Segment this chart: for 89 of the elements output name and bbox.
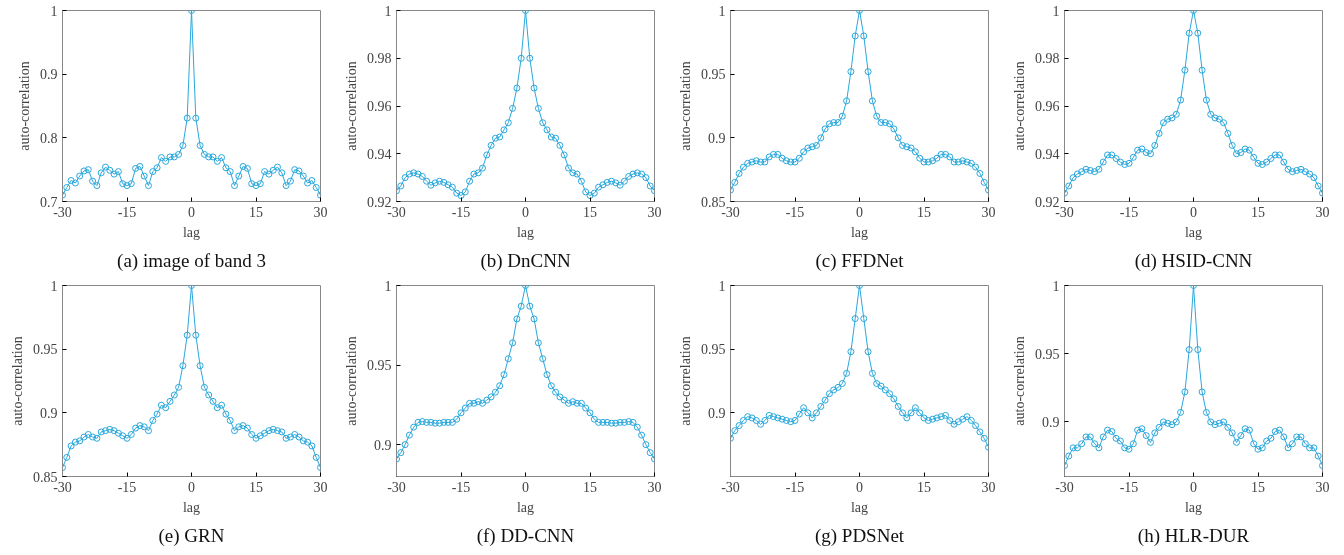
- y-tick-label: 1: [1052, 3, 1060, 19]
- x-tick-label: -15: [1119, 204, 1139, 220]
- x-axis-title: lag: [182, 499, 201, 515]
- x-tick-label: 0: [522, 204, 529, 220]
- text: (g) PDSNet: [814, 524, 905, 547]
- y-tick-label: 0.8: [40, 130, 58, 146]
- x-tick-label: 30: [981, 204, 996, 220]
- y-tick-label: 0.96: [1035, 99, 1060, 114]
- text: (a) image of band 3: [117, 249, 266, 272]
- y-tick-label: 0.9: [40, 405, 58, 421]
- x-tick-label: 15: [917, 204, 931, 220]
- x-tick-label: 30: [1315, 479, 1330, 495]
- x-tick-label: -15: [451, 204, 471, 220]
- y-tick-label: 0.85: [33, 469, 58, 485]
- x-tick-label: 15: [583, 479, 597, 495]
- x-tick-label: 30: [313, 204, 328, 220]
- x-tick-label: 0: [188, 204, 195, 220]
- y-tick-label: 1: [1052, 278, 1060, 294]
- x-tick-label: 30: [647, 204, 662, 220]
- y-tick-label: 0.9: [708, 130, 726, 146]
- y-tick-label: 0.94: [367, 146, 392, 162]
- y-tick-label: 0.96: [367, 99, 392, 114]
- y-tick-label: 1: [384, 3, 392, 19]
- y-tick-label: 0.95: [33, 342, 58, 358]
- x-tick-label: -30: [1055, 479, 1074, 495]
- x-tick-label: 0: [188, 479, 195, 495]
- x-axis-title: lag: [516, 224, 535, 240]
- x-tick-label: 15: [1251, 204, 1265, 220]
- text: (b) DnCNN: [480, 249, 571, 272]
- x-axis-title: lag: [1184, 224, 1203, 240]
- y-axis-title: auto-correlation: [1012, 61, 1027, 151]
- x-axis-title: lag: [1184, 499, 1203, 515]
- x-axis-title: lag: [850, 224, 869, 240]
- x-tick-label: -30: [387, 479, 406, 495]
- x-tick-label: -15: [117, 479, 137, 495]
- y-tick-label: 0.9: [708, 405, 726, 421]
- y-tick-label: 0.92: [367, 194, 392, 210]
- text: (c) FFDNet: [815, 249, 905, 272]
- text: (e) GRN: [158, 524, 225, 547]
- x-tick-label: 0: [522, 479, 529, 495]
- x-tick-label: 0: [856, 204, 863, 220]
- x-tick-label: 0: [1190, 204, 1197, 220]
- y-axis-title: auto-correlation: [678, 336, 693, 426]
- y-tick-label: 1: [384, 278, 392, 294]
- text: (h) HLR-DUR: [1137, 524, 1250, 547]
- x-tick-label: 15: [249, 204, 263, 220]
- y-tick-label: 0.92: [1035, 194, 1060, 210]
- x-tick-label: -15: [785, 479, 805, 495]
- y-axis-title: auto-correlation: [17, 61, 32, 151]
- y-axis-title: auto-correlation: [344, 61, 359, 151]
- x-axis-title: lag: [516, 499, 535, 515]
- y-tick-label: 0.95: [701, 67, 726, 83]
- x-axis-title: lag: [182, 224, 201, 240]
- y-tick-label: 0.85: [701, 194, 726, 210]
- y-tick-label: 0.95: [367, 358, 392, 374]
- x-tick-label: 0: [856, 479, 863, 495]
- x-tick-label: -30: [721, 479, 740, 495]
- y-axis-title: auto-correlation: [678, 61, 693, 151]
- x-tick-label: 30: [647, 479, 662, 495]
- y-tick-label: 1: [50, 278, 58, 294]
- text: (d) HSID-CNN: [1134, 249, 1253, 272]
- y-tick-label: 0.94: [1035, 146, 1060, 162]
- y-tick-label: 0.9: [1042, 414, 1060, 430]
- y-tick-label: 0.9: [40, 67, 58, 83]
- y-tick-label: 1: [718, 3, 726, 19]
- y-axis-title: auto-correlation: [10, 336, 25, 426]
- x-tick-label: 30: [313, 479, 328, 495]
- y-axis-title: auto-correlation: [1012, 336, 1027, 426]
- x-tick-label: 30: [1315, 204, 1330, 220]
- x-tick-label: -15: [785, 204, 805, 220]
- x-tick-label: 0: [1190, 479, 1197, 495]
- y-axis-title: auto-correlation: [344, 336, 359, 426]
- y-tick-label: 0.95: [1035, 346, 1060, 362]
- x-tick-label: 30: [981, 479, 996, 495]
- x-tick-label: 15: [917, 479, 931, 495]
- y-tick-label: 0.95: [701, 342, 726, 358]
- x-tick-label: -15: [451, 479, 471, 495]
- y-tick-label: 1: [718, 278, 726, 294]
- y-tick-label: 0.98: [1035, 51, 1060, 67]
- x-axis-title: lag: [850, 499, 869, 515]
- y-tick-label: 0.9: [374, 437, 392, 453]
- x-tick-label: -15: [1119, 479, 1139, 495]
- y-tick-label: 1: [50, 3, 58, 19]
- x-tick-label: 15: [249, 479, 263, 495]
- x-tick-label: 15: [583, 204, 597, 220]
- text: (f) DD-CNN: [476, 524, 575, 547]
- x-tick-label: 15: [1251, 479, 1265, 495]
- y-tick-label: 0.98: [367, 51, 392, 67]
- x-tick-label: -15: [117, 204, 137, 220]
